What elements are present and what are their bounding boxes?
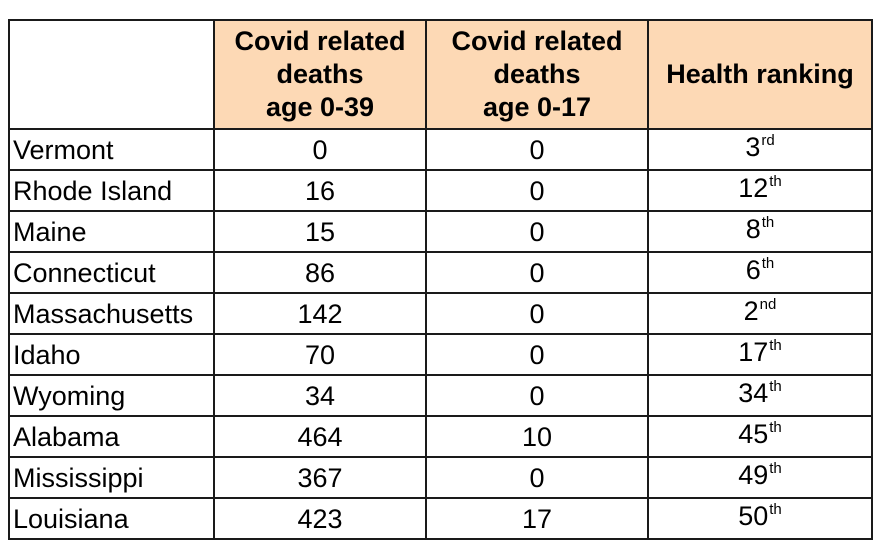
deaths-0-17-cell: 0	[425, 292, 649, 335]
rank-ordinal-suffix: th	[769, 378, 782, 395]
rank-number: 6	[745, 255, 761, 285]
deaths-0-39-header: Covid related deaths age 0-39	[213, 19, 427, 130]
table-row: Rhode Island 16 0 12th	[8, 169, 873, 212]
table-row: Massachusetts 142 0 2nd	[8, 292, 873, 335]
state-name-cell: Mississippi	[8, 456, 215, 499]
table-row: Wyoming 34 0 34th	[8, 374, 873, 417]
rank-ordinal-suffix: th	[769, 419, 782, 436]
rank-number: 17	[738, 337, 769, 367]
state-name-cell: Maine	[8, 210, 215, 253]
deaths-0-39-cell: 16	[213, 169, 427, 212]
deaths-0-17-cell: 17	[425, 497, 649, 540]
table-row: Mississippi 367 0 49th	[8, 456, 873, 499]
state-name-cell: Wyoming	[8, 374, 215, 417]
rank-ordinal-suffix: th	[769, 460, 782, 477]
health-ranking-cell: 2nd	[647, 292, 873, 335]
deaths-0-39-cell: 367	[213, 456, 427, 499]
rank-ordinal-suffix: th	[769, 501, 782, 518]
deaths-0-39-header-line: age 0-39	[265, 92, 375, 122]
state-name-cell: Connecticut	[8, 251, 215, 294]
deaths-0-39-header-line: deaths	[276, 59, 364, 89]
rank-ordinal-suffix: th	[761, 214, 775, 231]
state-name-cell: Vermont	[8, 128, 215, 171]
state-name-cell: Alabama	[8, 415, 215, 458]
state-name-cell: Massachusetts	[8, 292, 215, 335]
deaths-0-39-cell: 34	[213, 374, 427, 417]
health-ranking-cell: 49th	[647, 456, 873, 499]
table-row: Idaho 70 0 17th	[8, 333, 873, 376]
deaths-0-17-header: Covid related deaths age 0-17	[425, 19, 649, 130]
deaths-0-39-cell: 0	[213, 128, 427, 171]
table-row: Maine 15 0 8th	[8, 210, 873, 253]
deaths-0-39-cell: 70	[213, 333, 427, 376]
state-name-cell: Rhode Island	[8, 169, 215, 212]
rank-number: 3	[745, 132, 761, 162]
rank-ordinal-suffix: th	[769, 337, 782, 354]
health-ranking-cell: 50th	[647, 497, 873, 540]
deaths-0-17-cell: 0	[425, 210, 649, 253]
covid-deaths-health-ranking-table: Covid related deaths age 0-39 Covid rela…	[8, 19, 873, 540]
deaths-0-17-header-line: deaths	[493, 59, 581, 89]
deaths-0-17-cell: 0	[425, 251, 649, 294]
state-header-cell	[8, 19, 215, 130]
deaths-0-17-header-line: age 0-17	[482, 92, 592, 122]
rank-number: 34	[738, 378, 769, 408]
deaths-0-17-cell: 0	[425, 333, 649, 376]
deaths-0-17-cell: 0	[425, 456, 649, 499]
rank-ordinal-suffix: rd	[761, 132, 775, 149]
rank-number: 50	[738, 501, 769, 531]
rank-number: 2	[743, 296, 759, 326]
deaths-0-17-cell: 10	[425, 415, 649, 458]
rank-number: 49	[738, 460, 769, 490]
health-ranking-header: Health ranking	[647, 19, 873, 130]
health-ranking-cell: 12th	[647, 169, 873, 212]
deaths-0-39-cell: 464	[213, 415, 427, 458]
table-row: Connecticut 86 0 6th	[8, 251, 873, 294]
health-ranking-cell: 17th	[647, 333, 873, 376]
deaths-0-39-cell: 86	[213, 251, 427, 294]
health-ranking-cell: 34th	[647, 374, 873, 417]
deaths-0-39-header-line: Covid related	[234, 26, 406, 56]
deaths-0-17-cell: 0	[425, 128, 649, 171]
deaths-0-39-cell: 423	[213, 497, 427, 540]
table-row: Alabama 464 10 45th	[8, 415, 873, 458]
state-name-cell: Idaho	[8, 333, 215, 376]
rank-ordinal-suffix: nd	[759, 296, 777, 313]
health-ranking-cell: 6th	[647, 251, 873, 294]
table-row: Vermont 0 0 3rd	[8, 128, 873, 171]
deaths-0-17-cell: 0	[425, 374, 649, 417]
health-ranking-cell: 45th	[647, 415, 873, 458]
deaths-0-17-header-line: Covid related	[451, 26, 623, 56]
header-row: Covid related deaths age 0-39 Covid rela…	[8, 19, 873, 130]
rank-number: 45	[738, 419, 769, 449]
deaths-0-39-cell: 142	[213, 292, 427, 335]
state-name-cell: Louisiana	[8, 497, 215, 540]
table-row: Louisiana 423 17 50th	[8, 497, 873, 540]
rank-ordinal-suffix: th	[769, 173, 782, 190]
health-ranking-cell: 3rd	[647, 128, 873, 171]
rank-number: 8	[745, 214, 761, 244]
deaths-0-39-cell: 15	[213, 210, 427, 253]
deaths-0-17-cell: 0	[425, 169, 649, 212]
rank-number: 12	[738, 173, 769, 203]
rank-ordinal-suffix: th	[761, 255, 775, 272]
health-ranking-cell: 8th	[647, 210, 873, 253]
